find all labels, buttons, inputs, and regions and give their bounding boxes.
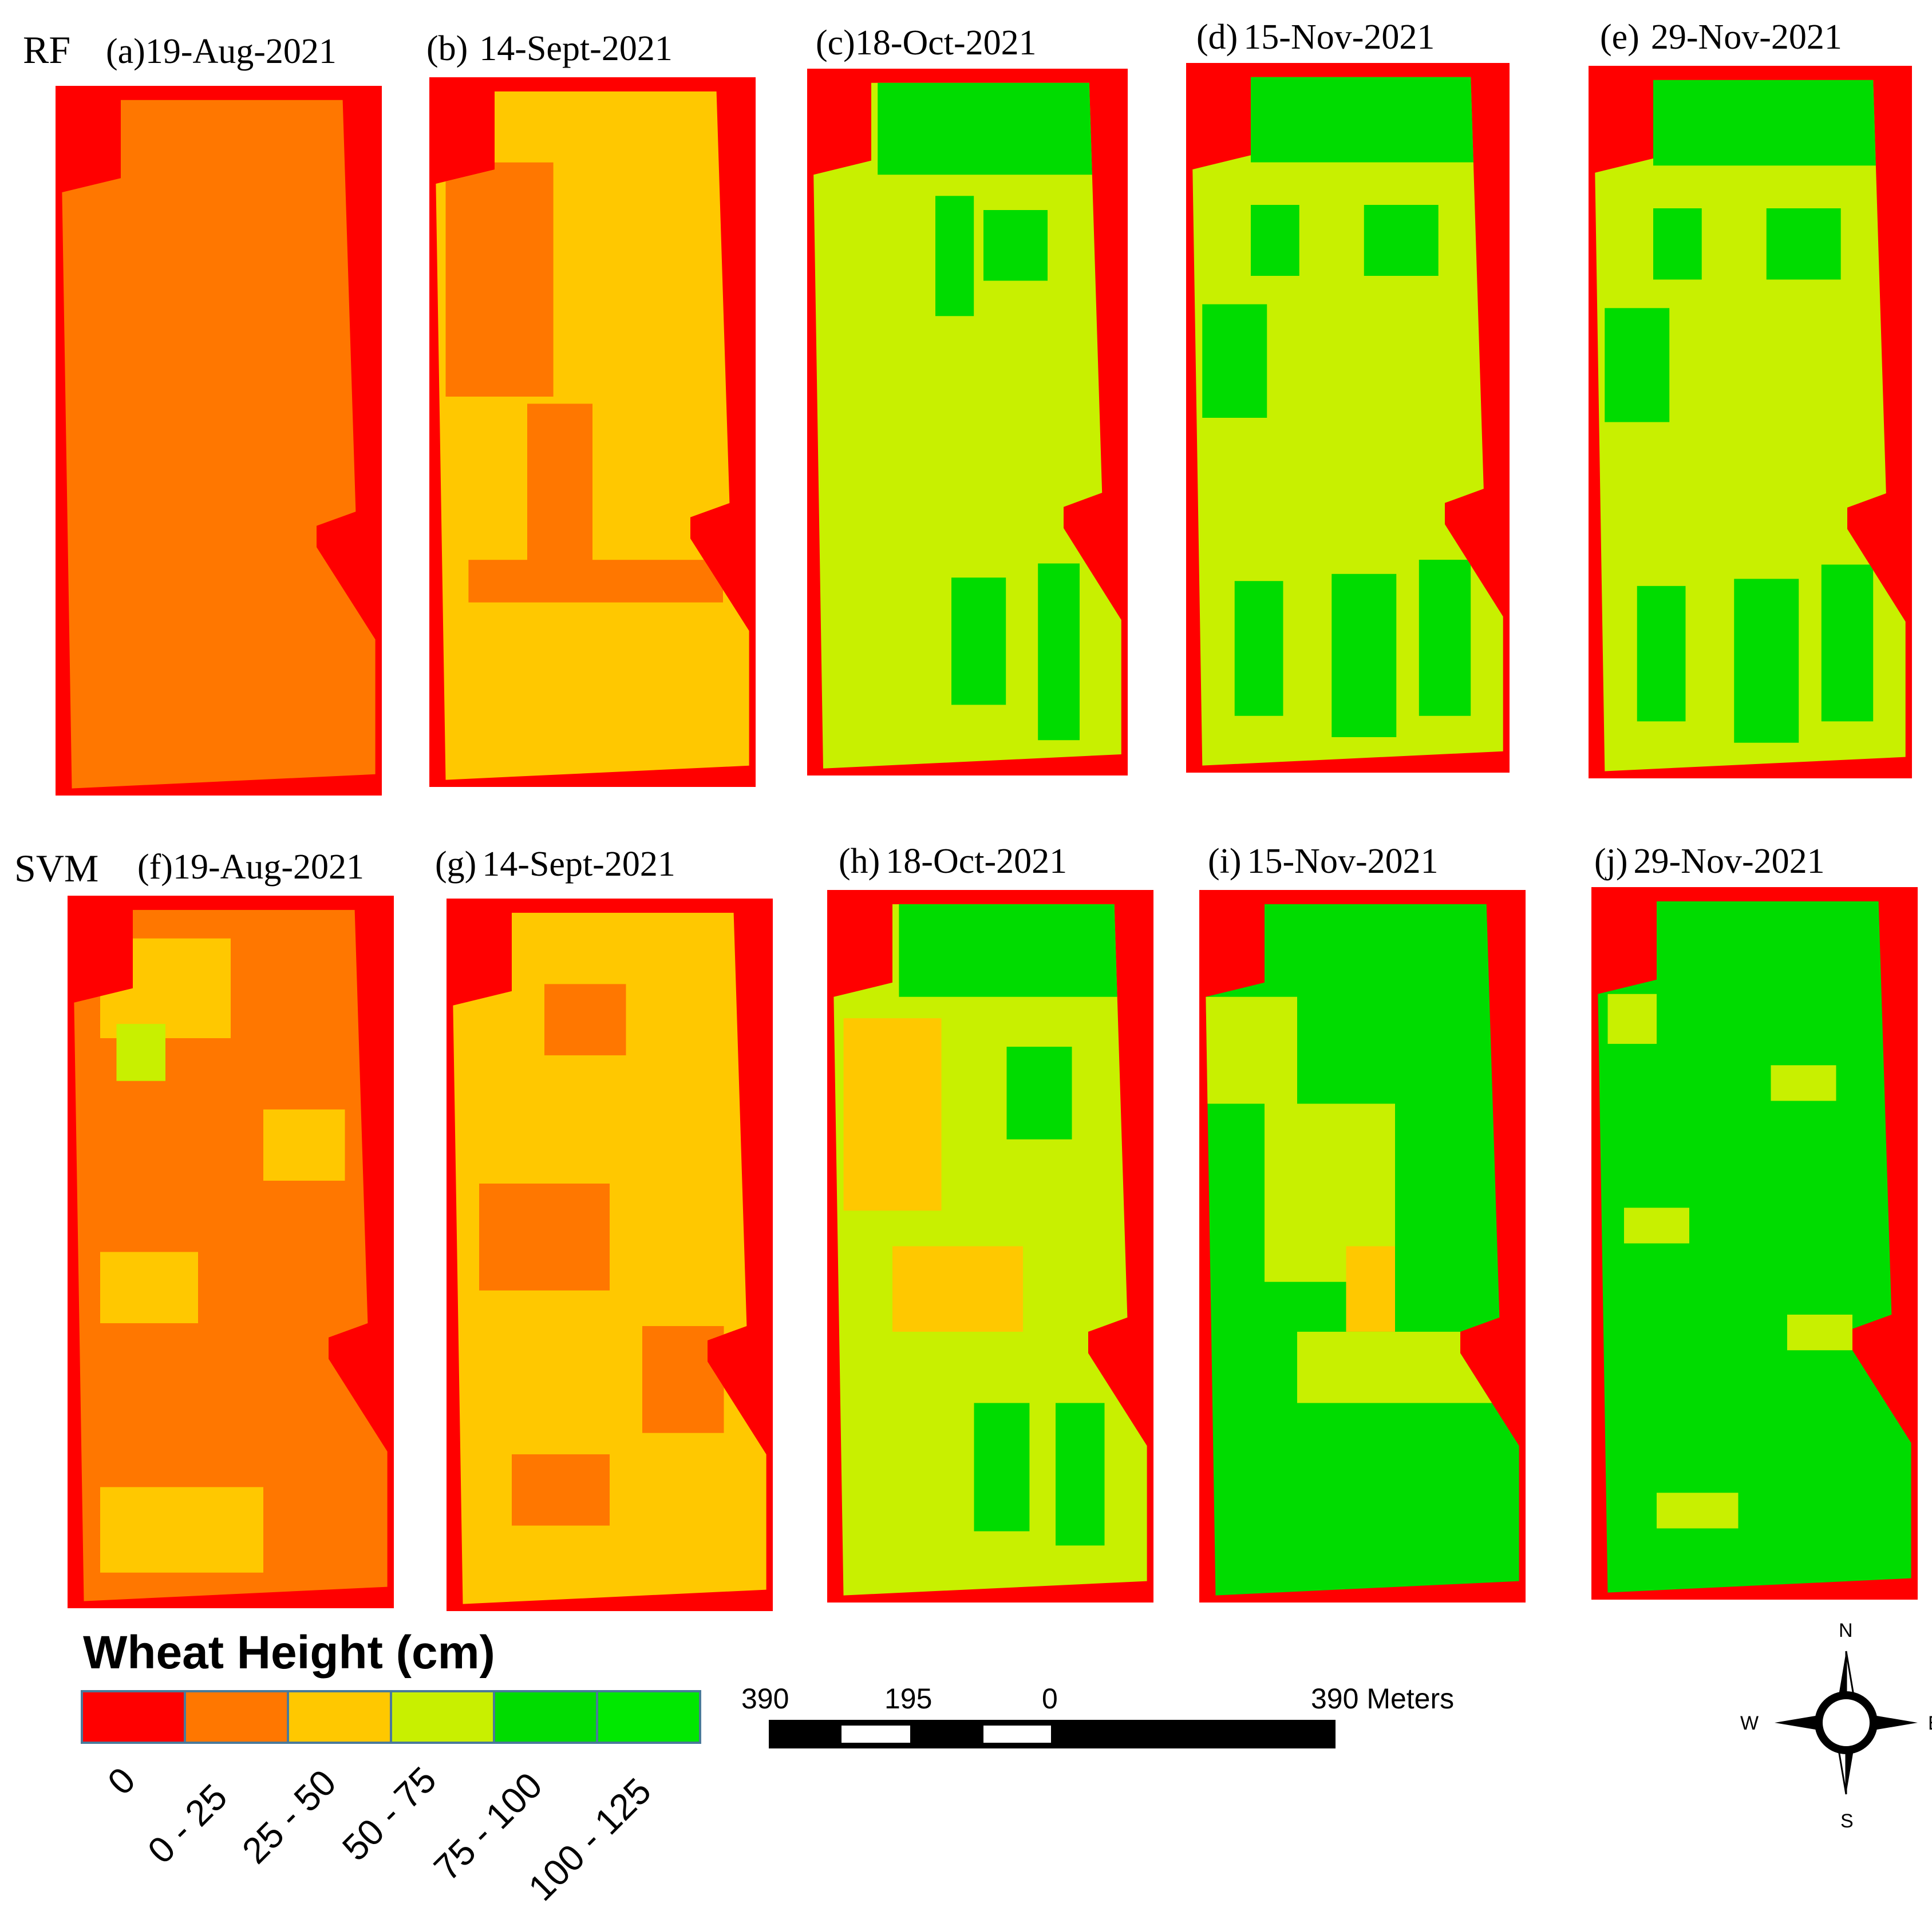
panel-title-b: (b) 14-Sept-2021 (426, 29, 673, 68)
scale-bar-segment (841, 1726, 910, 1743)
height-class-patch (843, 1018, 942, 1211)
legend-swatch-0 (81, 1690, 186, 1744)
compass-n: N (1839, 1620, 1853, 1641)
panel-title-g: (g) 14-Sept-2021 (435, 845, 675, 884)
legend-swatch-4 (493, 1690, 598, 1744)
height-class-patch (100, 1252, 198, 1323)
panel-title-a: (a)19-Aug-2021 (106, 32, 337, 71)
height-class-patch (479, 1184, 610, 1291)
legend-swatch-3 (390, 1690, 495, 1744)
height-class-patch (1265, 904, 1519, 990)
height-class-patch (1419, 560, 1471, 716)
height-class-patch (1206, 996, 1297, 1104)
map-panel-d (1186, 63, 1510, 773)
height-class-patch (1624, 1208, 1689, 1244)
height-class-patch (544, 984, 626, 1055)
height-class-patch (445, 162, 554, 397)
field-area (62, 100, 376, 789)
height-class-patch (116, 1024, 165, 1081)
height-class-patch (1653, 80, 1906, 166)
map-panel-j (1591, 887, 1918, 1600)
height-class-patch (1332, 573, 1397, 737)
map-panel-a (56, 86, 382, 796)
height-class-patch (100, 1487, 263, 1573)
map-panel-c (807, 69, 1128, 776)
panel-title-j: (j) 29-Nov-2021 (1594, 842, 1825, 881)
height-class-patch (899, 904, 1147, 997)
height-class-patch (1234, 581, 1283, 716)
map-panel-g (447, 899, 773, 1611)
scale-label-2: 0 (1042, 1683, 1058, 1715)
map-panel-e (1589, 66, 1912, 778)
height-class-patch (1006, 1046, 1072, 1139)
height-class-patch (935, 196, 974, 316)
height-class-patch (1251, 77, 1503, 163)
panel-title-e: (e) 29-Nov-2021 (1600, 18, 1842, 57)
north-arrow-icon: N E S W (1740, 1620, 1932, 1832)
compass-w: W (1740, 1712, 1759, 1734)
height-class-patch (1607, 994, 1657, 1044)
height-class-patch (1787, 1315, 1852, 1351)
panel-title-h: (h) 18-Oct-2021 (839, 842, 1067, 881)
row-label-rf: RF (23, 28, 70, 72)
legend-swatch-5 (596, 1690, 701, 1744)
height-class-patch (1766, 208, 1841, 280)
legend-swatch-2 (287, 1690, 392, 1744)
height-class-patch (512, 1454, 610, 1526)
height-class-patch (263, 1109, 345, 1181)
row-label-svm: SVM (14, 846, 98, 890)
height-class-patch (1771, 1065, 1836, 1101)
scale-bar: 390 195 0 390 Meters (741, 1683, 1454, 1748)
height-class-patch (1734, 579, 1799, 743)
height-class-patch (1038, 563, 1080, 741)
height-class-patch (1653, 208, 1702, 280)
map-panel-f (68, 896, 394, 1608)
scale-bar-segment (983, 1726, 1051, 1743)
height-class-patch (1202, 304, 1267, 418)
height-class-patch (892, 1246, 1023, 1332)
height-class-patch (1346, 1246, 1395, 1332)
scale-label-1: 195 (884, 1683, 932, 1715)
height-class-patch (983, 210, 1048, 281)
panel-title-i: (i) 15-Nov-2021 (1208, 842, 1439, 881)
panel-title-f: (f)19-Aug-2021 (137, 848, 364, 887)
map-panel-b (429, 77, 756, 787)
legend-swatches (81, 1690, 701, 1744)
height-class-patch (1251, 205, 1299, 276)
height-class-patch (527, 403, 592, 574)
scale-label-0: 390 (741, 1683, 789, 1715)
panel-title-d: (d) 15-Nov-2021 (1196, 18, 1435, 57)
height-class-patch (878, 82, 1121, 175)
height-class-patch (1056, 1403, 1105, 1546)
legend-swatch-1 (184, 1690, 289, 1744)
map-panel-h (827, 890, 1153, 1603)
height-class-patch (1364, 205, 1439, 276)
height-class-patch (468, 560, 723, 603)
height-class-patch (1605, 308, 1670, 422)
height-class-patch (1821, 564, 1874, 722)
compass-s: S (1840, 1810, 1854, 1832)
height-class-patch (951, 577, 1006, 705)
height-class-patch (1297, 1331, 1493, 1403)
legend-title: Wheat Height (cm) (83, 1627, 495, 1679)
height-class-patch (1657, 1493, 1739, 1529)
field-area (74, 909, 388, 1601)
compass-e: E (1928, 1712, 1932, 1734)
height-class-patch (974, 1403, 1030, 1532)
height-class-patch (1637, 585, 1686, 722)
scale-label-3: 390 Meters (1311, 1683, 1454, 1715)
panel-title-c: (c)18-Oct-2021 (816, 23, 1037, 62)
map-panel-i (1199, 890, 1526, 1603)
